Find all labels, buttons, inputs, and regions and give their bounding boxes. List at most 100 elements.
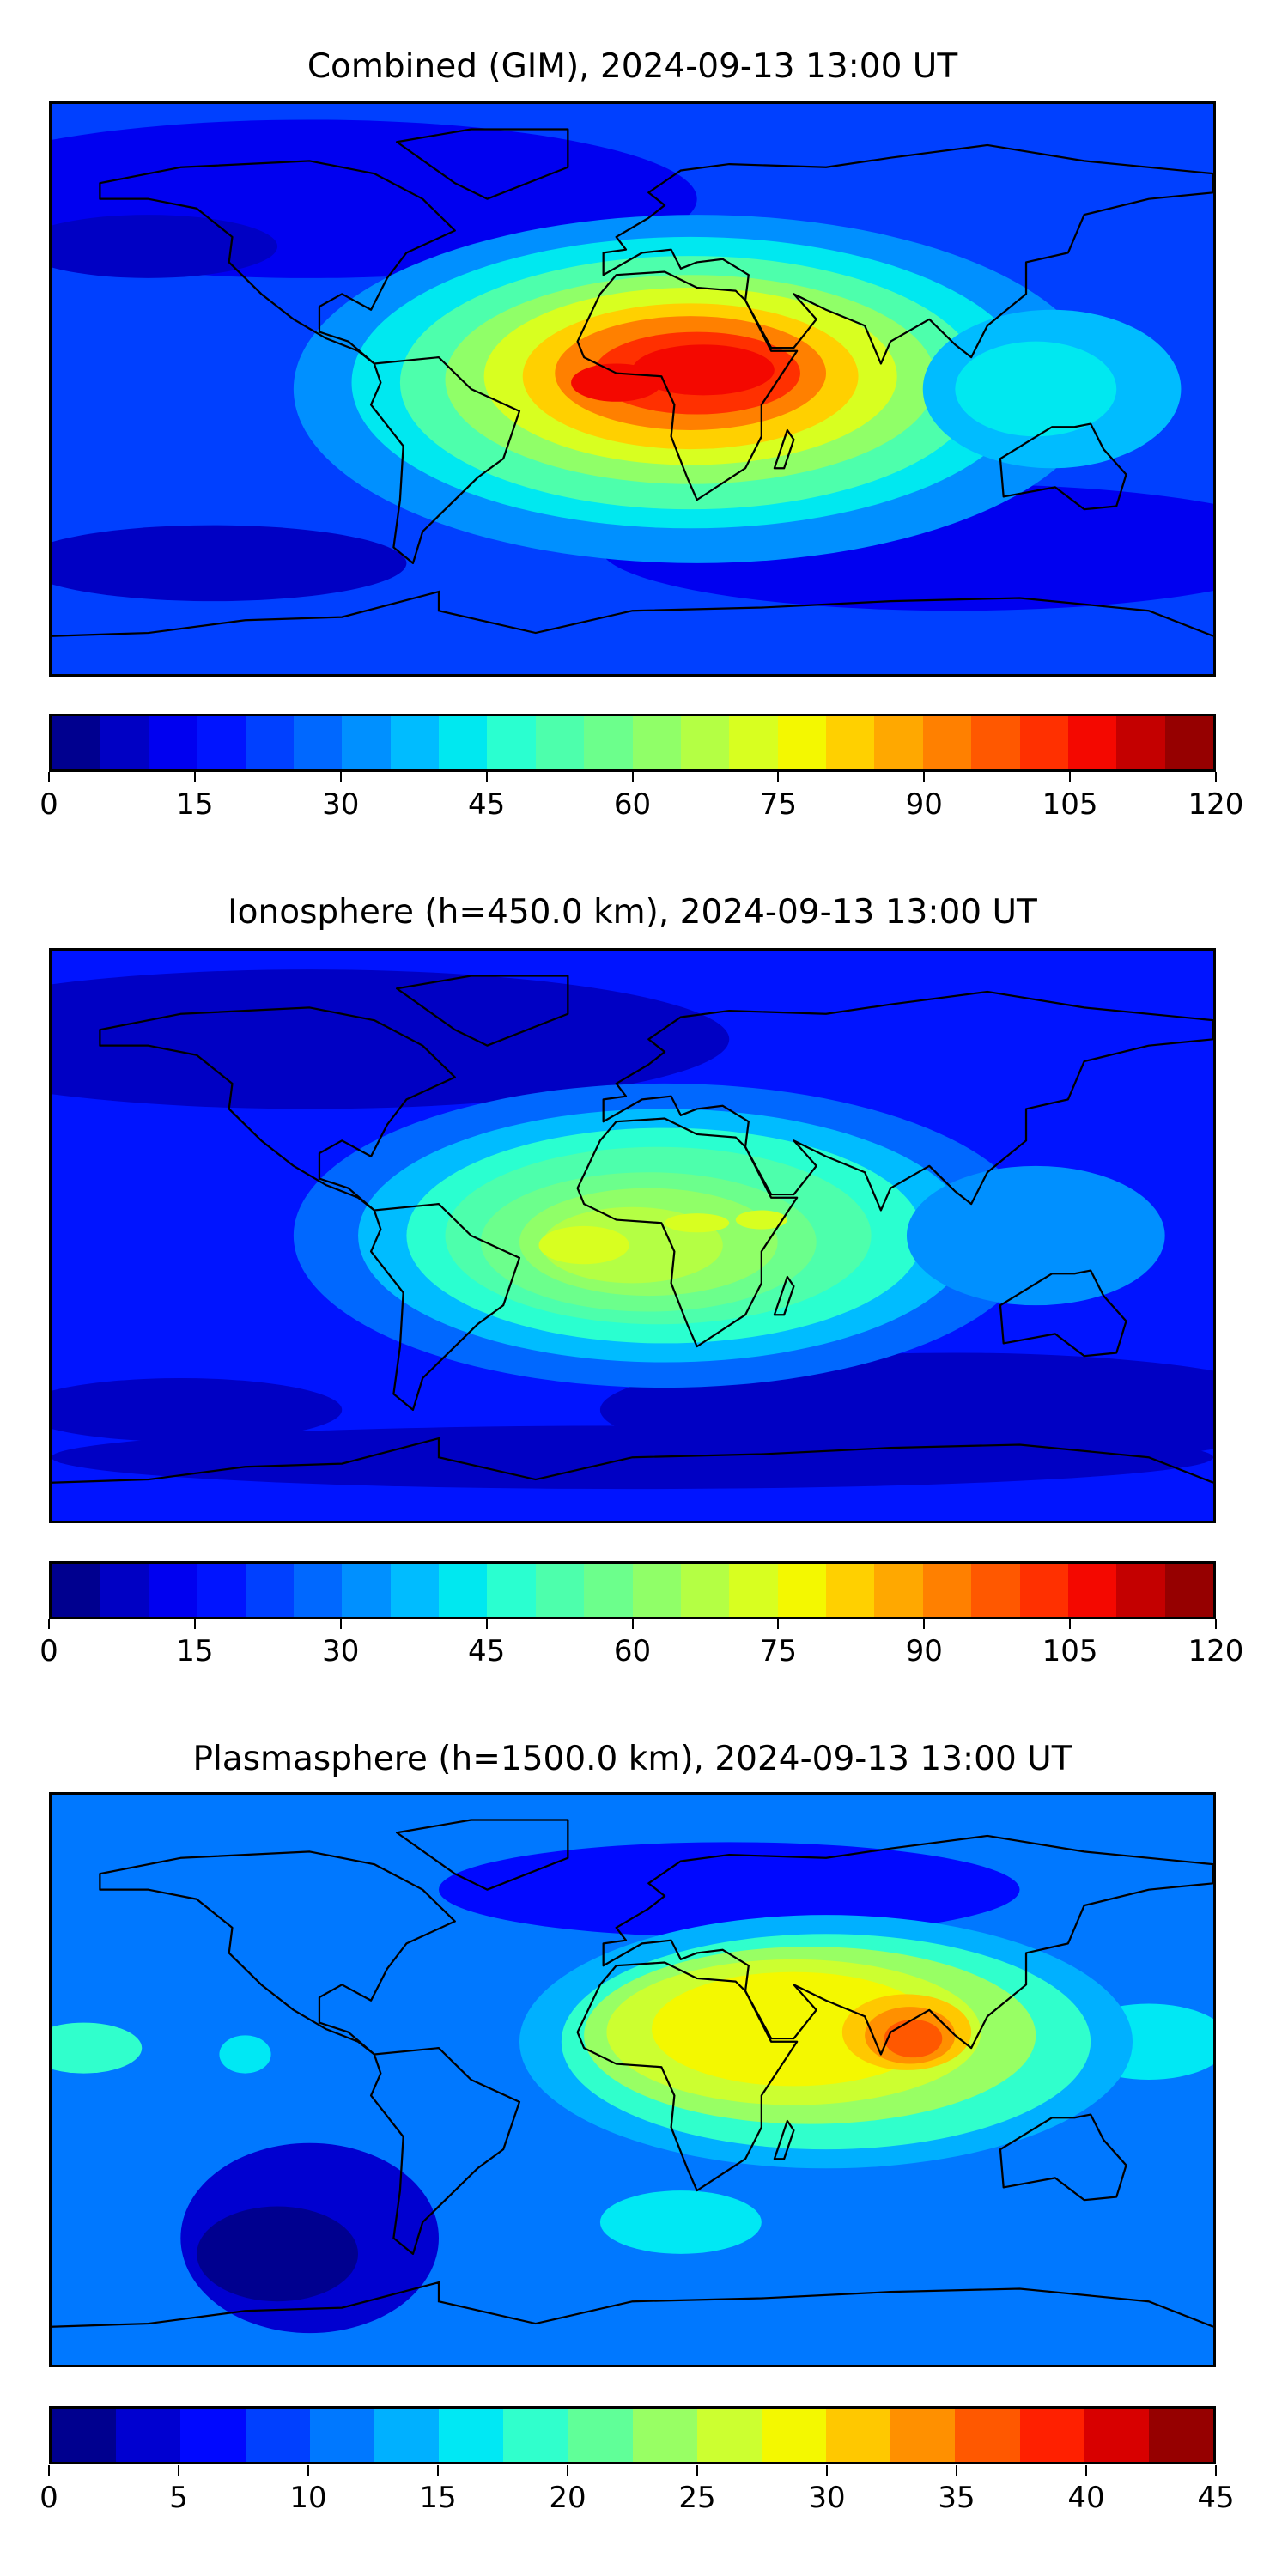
colorbar-segment <box>922 716 972 769</box>
colorbar-segment <box>100 716 149 769</box>
colorbar-segment <box>1067 1564 1117 1617</box>
colorbar-tick-label: 0 <box>39 2481 58 2515</box>
contour-region <box>735 1210 787 1230</box>
coastline-south-america <box>369 2047 521 2255</box>
panel-2-title: Ionosphere (h=450.0 km), 2024-09-13 13:0… <box>228 893 1037 932</box>
contour-region <box>52 2022 143 2074</box>
colorbar-tick-label: 30 <box>322 1634 360 1668</box>
colorbar-tick-label: 45 <box>467 1634 506 1668</box>
coastline-south-america <box>369 356 521 564</box>
colorbar-segment <box>342 1564 391 1617</box>
colorbar-tick-label: 120 <box>1188 1634 1244 1668</box>
coastline-greenland <box>396 975 569 1047</box>
colorbar-segment <box>826 2409 891 2462</box>
colorbar-segment <box>1148 2409 1214 2462</box>
colorbar-tick-mark <box>566 2465 568 2476</box>
coastline-australia <box>999 422 1127 511</box>
colorbar-segment <box>1116 1564 1165 1617</box>
contour-region <box>665 1213 730 1233</box>
colorbar-segment <box>52 1564 100 1617</box>
colorbar-segment <box>293 1564 343 1617</box>
colorbar-tick-mark <box>1215 772 1217 782</box>
contour-region <box>52 215 278 278</box>
colorbar-tick-mark <box>485 1619 488 1629</box>
colorbar-segment <box>568 2409 633 2462</box>
colorbar-segment <box>100 1564 149 1617</box>
coastline-madagascar <box>773 2119 795 2160</box>
colorbar-segment <box>180 2409 246 2462</box>
contour-region <box>906 1165 1165 1306</box>
colorbar-segment <box>439 716 488 769</box>
colorbar-tick-label: 105 <box>1042 1634 1098 1668</box>
panel-3-map <box>49 1792 1216 2367</box>
colorbar-tick-label: 75 <box>759 787 798 822</box>
colorbar-segment <box>1019 2409 1084 2462</box>
colorbar-tick-mark <box>631 1619 634 1629</box>
coastline-antarctica <box>52 2281 1213 2328</box>
colorbar-segment <box>197 716 246 769</box>
coastline-eurasia <box>602 143 1213 365</box>
panel-2-colorbar-ticks: 0 15 30 45 60 75 90 105 120 <box>39 1619 1243 1670</box>
coastline-madagascar <box>773 428 795 470</box>
colorbar-tick-mark <box>696 2465 698 2476</box>
colorbar-segment <box>680 716 730 769</box>
contour-region <box>197 2206 359 2302</box>
colorbar-tick-label: 25 <box>678 2481 716 2515</box>
colorbar-segment <box>503 2409 568 2462</box>
coastline-africa <box>576 1117 799 1348</box>
colorbar-segment <box>1116 716 1165 769</box>
colorbar-segment <box>245 2409 310 2462</box>
colorbar-segment <box>584 1564 633 1617</box>
colorbar-segment <box>148 716 197 769</box>
colorbar-tick-mark <box>923 772 926 782</box>
colorbar-segment <box>535 1564 585 1617</box>
colorbar-tick-mark <box>437 2465 439 2476</box>
contour-region <box>599 2190 762 2254</box>
coastline-greenland <box>396 1819 569 1891</box>
colorbar-segment <box>632 716 681 769</box>
coastline-australia <box>999 1269 1127 1358</box>
coastline-north-america <box>99 160 456 365</box>
colorbar-segment <box>390 1564 439 1617</box>
coastline-antarctica <box>52 1437 1213 1484</box>
colorbar-tick-mark <box>777 772 780 782</box>
coastline-north-america <box>99 1006 456 1212</box>
colorbar-segment <box>1019 716 1068 769</box>
contour-region <box>219 2035 271 2074</box>
colorbar-segment <box>52 2409 117 2462</box>
colorbar-tick-label: 90 <box>905 787 943 822</box>
colorbar-segment <box>826 716 875 769</box>
coastline-north-america <box>99 1850 456 2056</box>
colorbar-segment <box>971 1564 1020 1617</box>
colorbar-segment <box>874 1564 923 1617</box>
colorbar-tick-label: 60 <box>613 1634 652 1668</box>
colorbar-segment <box>696 2409 762 2462</box>
panel-1-colorbar <box>49 714 1216 772</box>
colorbar-segment <box>1067 716 1117 769</box>
colorbar-tick-label: 20 <box>549 2481 586 2515</box>
colorbar-tick-label: 30 <box>808 2481 846 2515</box>
colorbar-segment <box>632 2409 697 2462</box>
colorbar-tick-label: 45 <box>467 787 506 822</box>
coastline-antarctica <box>52 590 1213 637</box>
colorbar-segment <box>874 716 923 769</box>
colorbar-tick-label: 90 <box>905 1634 943 1668</box>
colorbar-segment <box>374 2409 440 2462</box>
colorbar-segment <box>761 2409 827 2462</box>
panel-3-title: Plasmasphere (h=1500.0 km), 2024-09-13 1… <box>192 1740 1072 1778</box>
colorbar-tick-label: 15 <box>419 2481 457 2515</box>
panel-1-title: Combined (GIM), 2024-09-13 13:00 UT <box>307 47 958 86</box>
panel-2-map <box>49 948 1216 1523</box>
colorbar-tick-label: 105 <box>1042 787 1098 822</box>
colorbar-tick-mark <box>1215 1619 1217 1629</box>
colorbar-tick-label: 0 <box>39 1634 58 1668</box>
panel-2-colorbar <box>49 1561 1216 1619</box>
contour-region <box>632 344 775 396</box>
colorbar-segment <box>52 716 100 769</box>
colorbar-segment <box>680 1564 730 1617</box>
contour-region <box>538 1225 629 1265</box>
colorbar-segment <box>729 716 778 769</box>
panel-1-map <box>49 101 1216 677</box>
colorbar-segment <box>390 716 439 769</box>
coastline-eurasia <box>602 990 1213 1212</box>
